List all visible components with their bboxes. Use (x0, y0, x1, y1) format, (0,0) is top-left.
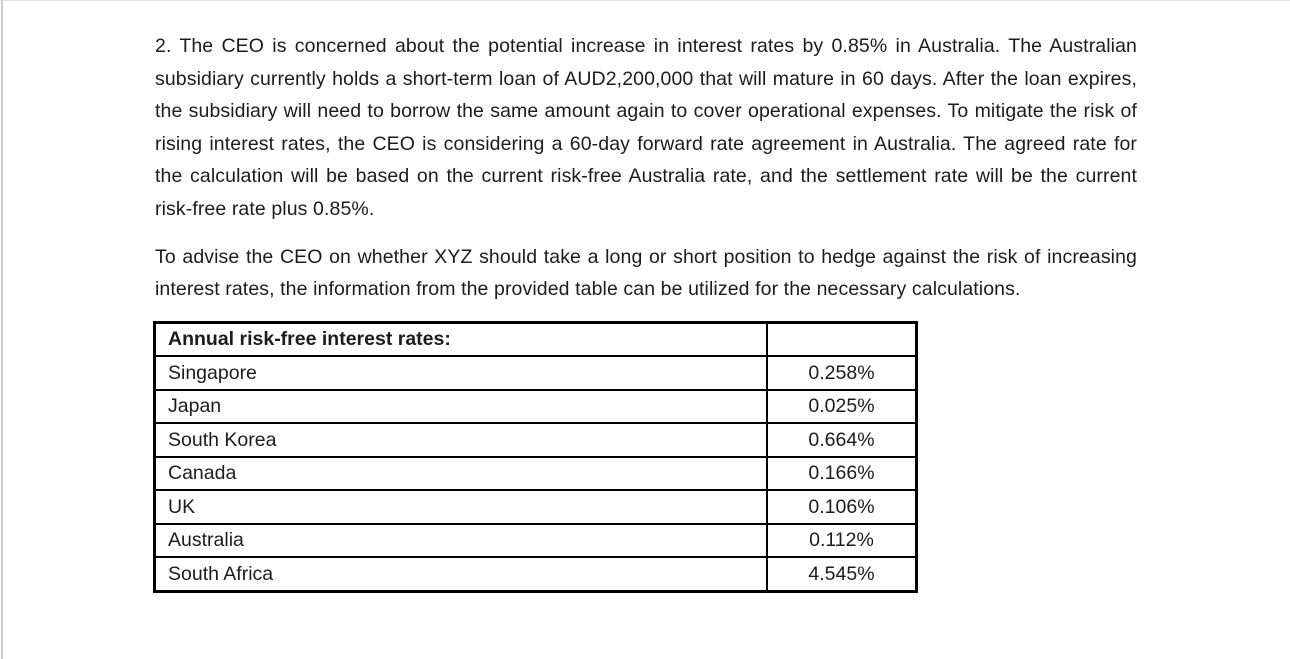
country-cell: Canada (153, 455, 768, 492)
table-row: Canada 0.166% (153, 455, 918, 492)
rate-cell: 0.664% (766, 422, 918, 458)
country-cell: South Africa (153, 556, 768, 593)
table-row: Japan 0.025% (153, 388, 918, 425)
country-cell: Singapore (153, 355, 768, 391)
table-header-row: Annual risk-free interest rates: (153, 321, 918, 358)
country-cell: Australia (153, 522, 768, 559)
rate-cell: 0.166% (766, 455, 918, 492)
page-left-border (1, 0, 3, 659)
page-top-border (0, 0, 1290, 1)
country-cell: South Korea (153, 422, 768, 458)
table-row: South Korea 0.664% (153, 422, 918, 458)
rate-cell: 0.106% (766, 489, 918, 525)
document-content: 2. The CEO is concerned about the potent… (153, 30, 1137, 593)
question-paragraph: 2. The CEO is concerned about the potent… (155, 35, 1137, 220)
instruction-paragraph: To advise the CEO on whether XYZ should … (155, 245, 1137, 301)
table-header-label: Annual risk-free interest rates: (153, 321, 768, 358)
rate-cell: 0.258% (766, 355, 918, 391)
risk-free-rates-table: Annual risk-free interest rates: Singapo… (153, 320, 918, 593)
rate-cell: 0.112% (766, 522, 918, 559)
table-row: South Africa 4.545% (153, 556, 918, 593)
rate-cell: 0.025% (766, 388, 918, 425)
table-header-value-cell (766, 321, 918, 358)
rate-cell: 4.545% (766, 556, 918, 593)
table-row: Australia 0.112% (153, 522, 918, 559)
table-row: UK 0.106% (153, 489, 918, 525)
table-row: Singapore 0.258% (153, 355, 918, 391)
country-cell: Japan (153, 388, 768, 425)
country-cell: UK (153, 489, 768, 525)
